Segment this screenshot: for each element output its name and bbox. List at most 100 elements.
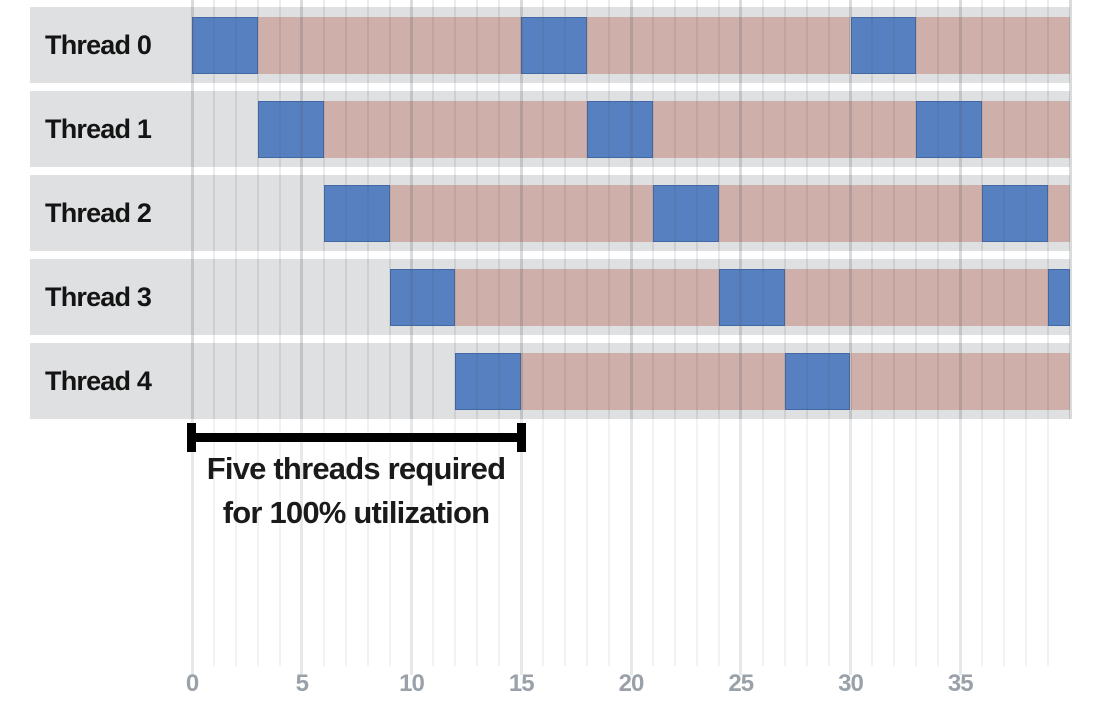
bar-segment-stalled — [389, 185, 653, 242]
minor-gridline-below — [498, 419, 501, 666]
major-gridline — [739, 0, 743, 419]
bar-segment-stalled — [521, 353, 785, 410]
bar-segment-executing — [718, 269, 785, 326]
bracket-horizontal-line — [187, 433, 527, 442]
axis-tick-label-20: 20 — [618, 670, 645, 697]
minor-gridline — [783, 0, 786, 419]
minor-gridline — [1003, 0, 1006, 419]
minor-gridline-below — [476, 419, 479, 666]
major-gridline — [629, 0, 633, 419]
bar-segment-stalled — [850, 353, 1070, 410]
minor-gridline — [344, 0, 347, 419]
bar-segment-executing — [192, 17, 258, 74]
bar-segment-executing — [784, 353, 851, 410]
minor-gridline — [234, 0, 237, 419]
major-gridline-below — [739, 419, 743, 675]
major-gridline-below — [190, 419, 194, 675]
minor-gridline-below — [366, 419, 369, 666]
minor-gridline-below — [673, 419, 676, 666]
bar-segment-stalled — [1048, 185, 1070, 242]
minor-gridline — [388, 0, 391, 419]
bar-segment-stalled — [982, 101, 1070, 158]
minor-gridline-below — [322, 419, 325, 666]
axis-tick-label-0: 0 — [185, 670, 199, 697]
minor-gridline — [871, 0, 874, 419]
minor-gridline-below — [344, 419, 347, 666]
minor-gridline — [761, 0, 764, 419]
minor-gridline-below — [827, 419, 830, 666]
minor-gridline — [893, 0, 896, 419]
minor-gridline-below — [212, 419, 215, 666]
minor-gridline-below — [1047, 419, 1050, 666]
minor-gridline — [564, 0, 567, 419]
axis-tick-label-10: 10 — [399, 670, 425, 697]
minor-gridline-below — [805, 419, 808, 666]
bar-segment-stalled — [916, 17, 1070, 74]
minor-gridline-below — [981, 419, 984, 666]
annotation-line-1: Five threads required — [206, 451, 506, 486]
minor-gridline-below — [1025, 419, 1028, 666]
annotation-text: Five threads required for 100% utilizati… — [156, 447, 556, 535]
major-gridline — [1068, 0, 1072, 419]
minor-gridline — [212, 0, 215, 419]
bar-segment-executing — [850, 17, 917, 74]
minor-gridline — [673, 0, 676, 419]
minor-gridline — [608, 0, 611, 419]
bar-segment-stalled — [257, 17, 522, 74]
minor-gridline-below — [717, 419, 720, 666]
row-label-2: Thread 2 — [45, 197, 152, 228]
major-gridline-below — [849, 419, 852, 675]
major-gridline-below — [410, 419, 413, 675]
minor-gridline — [827, 0, 830, 419]
bar-segment-stalled — [587, 17, 851, 74]
major-gridline — [410, 0, 413, 419]
major-gridline — [190, 0, 194, 419]
minor-gridline-below — [783, 419, 786, 666]
row-label-1: Thread 1 — [45, 113, 152, 144]
bar-segment-stalled — [323, 101, 588, 158]
bar-segment-executing — [455, 353, 522, 410]
minor-gridline — [542, 0, 545, 419]
minor-gridline — [322, 0, 325, 419]
bar-segment-stalled — [718, 185, 983, 242]
minor-gridline — [981, 0, 984, 419]
minor-gridline-below — [388, 419, 391, 666]
bar-segment-executing — [323, 185, 390, 242]
major-gridline-below — [300, 419, 304, 675]
bar-segment-executing — [982, 185, 1049, 242]
minor-gridline — [278, 0, 281, 419]
bar-segment-executing — [389, 269, 456, 326]
minor-gridline-below — [651, 419, 654, 666]
minor-gridline-below — [542, 419, 545, 666]
minor-gridline — [651, 0, 654, 419]
bar-segment-stalled — [784, 269, 1049, 326]
annotation-line-2: for 100% utilization — [222, 495, 490, 530]
major-gridline — [300, 0, 304, 419]
axis-tick-label-30: 30 — [838, 670, 864, 697]
minor-gridline — [586, 0, 589, 419]
minor-gridline-below — [937, 419, 940, 666]
minor-gridline — [915, 0, 918, 419]
major-gridline-below — [629, 419, 633, 675]
minor-gridline — [454, 0, 457, 419]
minor-gridline-below — [893, 419, 896, 666]
minor-gridline — [366, 0, 369, 419]
row-label-3: Thread 3 — [45, 281, 152, 312]
minor-gridline — [476, 0, 479, 419]
bar-segment-executing — [916, 101, 983, 158]
axis-tick-label-15: 15 — [508, 670, 535, 697]
minor-gridline — [717, 0, 720, 419]
minor-gridline-below — [586, 419, 589, 666]
minor-gridline-below — [1003, 419, 1006, 666]
bar-segment-executing — [1048, 269, 1070, 326]
minor-gridline — [256, 0, 259, 419]
axis-tick-label-35: 35 — [947, 670, 974, 697]
minor-gridline — [695, 0, 698, 419]
bar-segment-executing — [652, 185, 719, 242]
bar-segment-executing — [587, 101, 653, 158]
row-label-4: Thread 4 — [45, 365, 152, 396]
minor-gridline — [1047, 0, 1050, 419]
major-gridline — [958, 0, 962, 419]
major-gridline — [849, 0, 852, 419]
axis-tick-label-5: 5 — [295, 670, 309, 697]
